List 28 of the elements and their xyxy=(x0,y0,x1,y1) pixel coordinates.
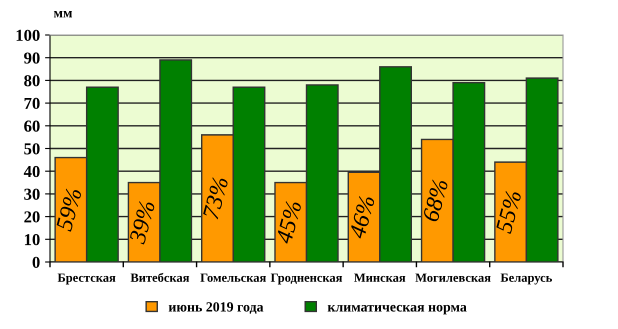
y-axis-title: мм xyxy=(54,10,72,18)
annotation: 59% xyxy=(56,188,82,232)
y-tick-label: 70 xyxy=(24,98,40,110)
y-tick-label: 20 xyxy=(24,211,40,223)
y-tick-label: 90 xyxy=(24,52,40,64)
annotation: 46% xyxy=(348,194,376,240)
legend-label: климатическая норма xyxy=(328,304,467,314)
y-tick-label: 50 xyxy=(24,143,40,154)
y-tick-label: 80 xyxy=(24,75,40,86)
x-tick-label: Могилевская xyxy=(415,274,491,282)
x-tick-label: Гродненская xyxy=(270,274,342,284)
x-tick-label: Беларусь xyxy=(500,274,552,284)
annotation: 55% xyxy=(495,190,522,234)
annotation: 39% xyxy=(128,200,156,245)
y-tick-label: 40 xyxy=(24,166,40,178)
annotation: 45% xyxy=(275,200,302,245)
annotation: 68% xyxy=(422,178,448,222)
x-tick-label: Гомельская xyxy=(200,274,266,282)
y-tick-label: 10 xyxy=(24,234,40,246)
x-tick-label: Витебская xyxy=(130,272,190,282)
y-tick-label: 0 xyxy=(32,256,40,268)
y-tick-label: 60 xyxy=(24,120,40,132)
annotation: 73% xyxy=(202,176,228,220)
legend-label: июнь 2019 года xyxy=(168,302,264,314)
x-tick-label: Брестская xyxy=(58,274,116,284)
y-tick-label: 30 xyxy=(24,188,40,200)
x-tick-label: Минская xyxy=(354,274,406,282)
y-tick-label: 100 xyxy=(16,30,40,41)
